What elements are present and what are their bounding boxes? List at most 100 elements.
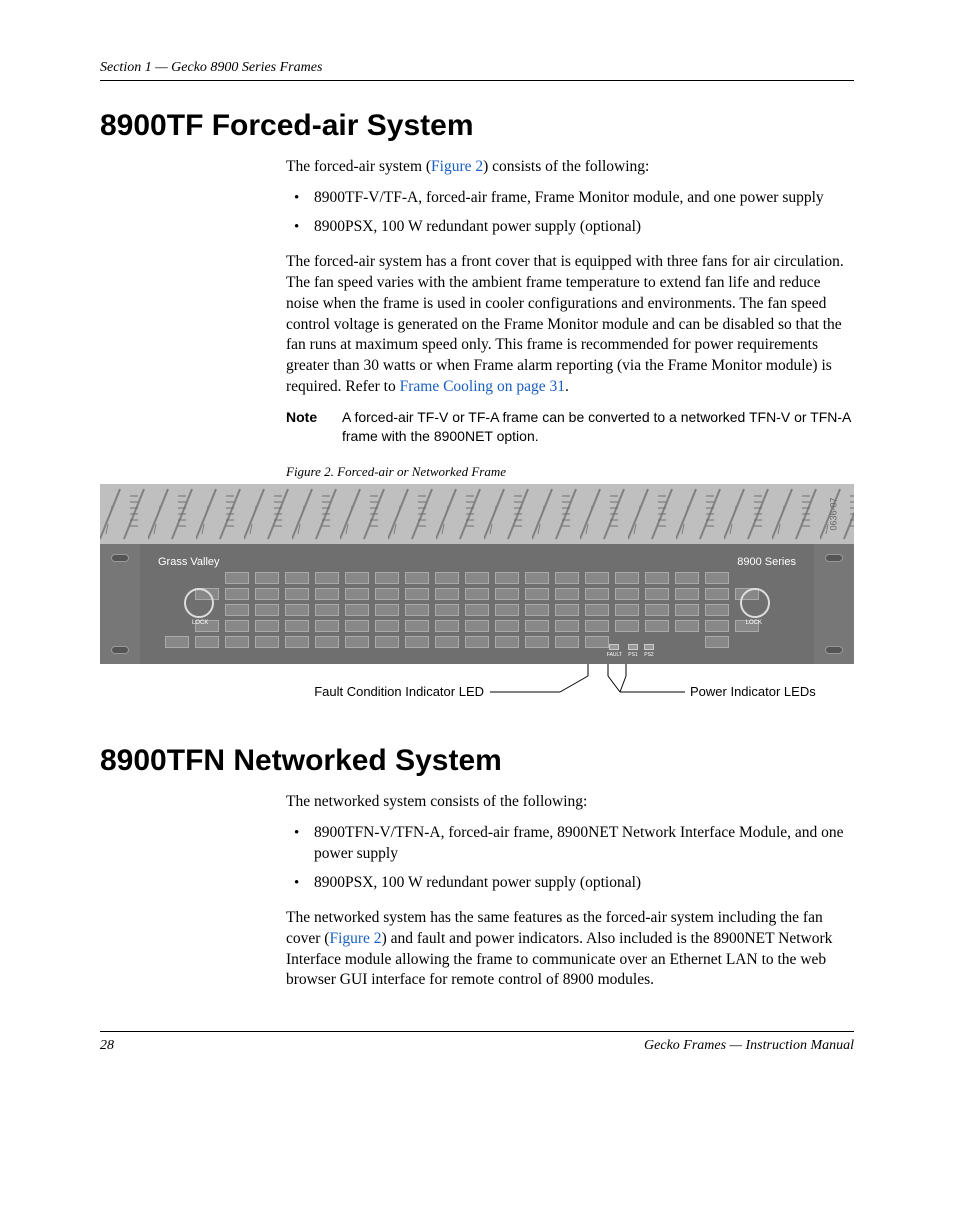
- vent-cell: [375, 604, 399, 616]
- vent-cell: [345, 620, 369, 632]
- list-item: 8900PSX, 100 W redundant power supply (o…: [286, 873, 854, 894]
- intro-text-a: The forced-air system (: [286, 158, 431, 175]
- vent-cell: [225, 572, 249, 584]
- page-footer: 28 Gecko Frames — Instruction Manual: [100, 1031, 854, 1054]
- vent-cell: [435, 572, 459, 584]
- section2-para2: The networked system has the same featur…: [286, 908, 854, 992]
- vent-cell: [285, 604, 309, 616]
- vent-cell: [435, 604, 459, 616]
- vent-cell: [315, 604, 339, 616]
- vent-cell: [585, 604, 609, 616]
- vent-cell: [405, 620, 429, 632]
- list-item: 8900PSX, 100 W redundant power supply (o…: [286, 217, 854, 238]
- front-panel: Grass Valley 8900 Series LOCK LOCK: [100, 544, 854, 664]
- vent-cell: [585, 588, 609, 600]
- vent-cell: [345, 604, 369, 616]
- vent-cell: [375, 588, 399, 600]
- vent-cell: [495, 588, 519, 600]
- vent-cell: [525, 636, 549, 648]
- vent-cell: [645, 572, 669, 584]
- vent-cell: [375, 620, 399, 632]
- vent-cell: [555, 588, 579, 600]
- vent-cell: [405, 588, 429, 600]
- vent-cell: [555, 604, 579, 616]
- vent-cell: [435, 620, 459, 632]
- vent-cell: [525, 572, 549, 584]
- heading-8900tf: 8900TF Forced-air System: [100, 109, 854, 143]
- vent-cell: [465, 636, 489, 648]
- vent-cell: [315, 572, 339, 584]
- vent-grid: [158, 572, 796, 648]
- intro-text-b: ) consists of the following:: [483, 158, 649, 175]
- ps1-indicator: PS1: [628, 644, 638, 658]
- lock-label: LOCK: [746, 620, 762, 626]
- vent-cell: [675, 620, 699, 632]
- para2-text-a: The forced-air system has a front cover …: [286, 253, 844, 396]
- indicator-label: PS2: [644, 652, 653, 658]
- page-number: 28: [100, 1038, 114, 1054]
- indicator-group: FAULT PS1 PS2: [607, 644, 654, 658]
- figure-2: 0636-07 Grass Valley 8900 Series LOCK LO…: [100, 484, 854, 714]
- rack-ear-right: [814, 544, 854, 664]
- vent-cell: [675, 588, 699, 600]
- vent-cell: [165, 636, 189, 648]
- lock-arrow-icon: [184, 588, 214, 618]
- vent-cell: [435, 636, 459, 648]
- indicator-label: FAULT: [607, 652, 622, 658]
- rack-slot-icon: [825, 554, 843, 562]
- section2-intro: The networked system consists of the fol…: [286, 792, 854, 813]
- vent-cell: [495, 604, 519, 616]
- vent-cell: [285, 620, 309, 632]
- note-text: A forced-air TF-V or TF-A frame can be c…: [342, 408, 854, 446]
- lock-label: LOCK: [192, 620, 208, 626]
- frame-cooling-link[interactable]: Frame Cooling on page 31: [400, 378, 565, 395]
- led-icon: [628, 644, 638, 650]
- vent-cell: [345, 572, 369, 584]
- callout-fault-led: Fault Condition Indicator LED: [314, 684, 484, 699]
- vent-cell: [495, 572, 519, 584]
- vent-cell: [405, 604, 429, 616]
- vent-cell: [525, 604, 549, 616]
- figure2-link[interactable]: Figure 2: [431, 158, 483, 175]
- note-block: Note A forced-air TF-V or TF-A frame can…: [286, 408, 854, 446]
- vent-cell: [255, 620, 279, 632]
- brand-label-left: Grass Valley: [158, 556, 220, 568]
- brand-label-right: 8900 Series: [737, 556, 796, 568]
- vent-cell: [345, 636, 369, 648]
- section2-bullet-list: 8900TFN-V/TFN-A, forced-air frame, 8900N…: [286, 823, 854, 894]
- vent-cell: [705, 588, 729, 600]
- vent-cell: [705, 620, 729, 632]
- led-icon: [609, 644, 619, 650]
- vent-cell: [315, 620, 339, 632]
- figure-caption: Figure 2. Forced-air or Networked Frame: [286, 464, 854, 480]
- callout-power-leds: Power Indicator LEDs: [690, 684, 816, 699]
- vent-cell: [405, 572, 429, 584]
- vent-cell: [345, 588, 369, 600]
- vent-cell: [195, 636, 219, 648]
- vent-cell: [225, 604, 249, 616]
- rack-slot-icon: [111, 554, 129, 562]
- fault-indicator: FAULT: [607, 644, 622, 658]
- figure2-link-2[interactable]: Figure 2: [329, 930, 381, 947]
- vent-cell: [285, 636, 309, 648]
- note-label: Note: [286, 408, 342, 446]
- vent-cell: [705, 636, 729, 648]
- vent-cell: [675, 572, 699, 584]
- vent-cell: [585, 620, 609, 632]
- indicator-label: PS1: [628, 652, 637, 658]
- led-icon: [644, 644, 654, 650]
- ps2-indicator: PS2: [644, 644, 654, 658]
- vent-cell: [255, 604, 279, 616]
- vent-cell: [375, 572, 399, 584]
- vent-cell: [615, 572, 639, 584]
- section1-bullet-list: 8900TF-V/TF-A, forced-air frame, Frame M…: [286, 188, 854, 238]
- vent-cell: [225, 588, 249, 600]
- vent-cell: [525, 620, 549, 632]
- vent-cell: [315, 588, 339, 600]
- vent-cell: [615, 604, 639, 616]
- figure-callouts: Fault Condition Indicator LED Power Indi…: [100, 664, 854, 714]
- vent-cell: [525, 588, 549, 600]
- vent-cell: [615, 588, 639, 600]
- vent-cell: [465, 588, 489, 600]
- running-header: Section 1 — Gecko 8900 Series Frames: [100, 60, 854, 81]
